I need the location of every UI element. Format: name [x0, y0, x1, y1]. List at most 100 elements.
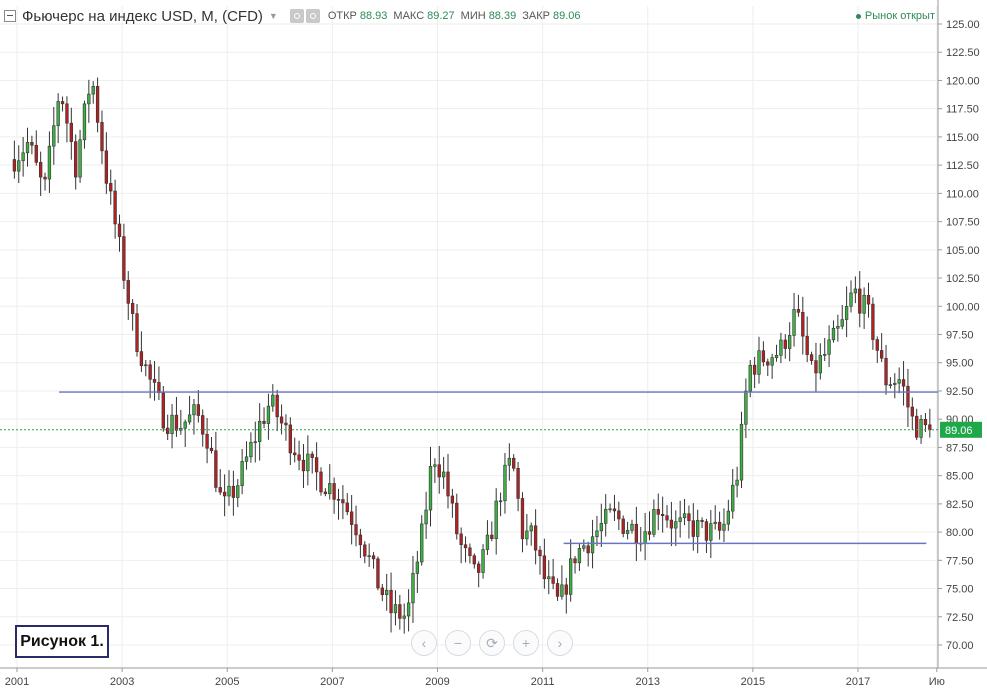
candle-body [301, 459, 306, 472]
settings-icon[interactable] [305, 9, 320, 23]
x-tick-label: 2003 [110, 676, 134, 688]
candle-body [919, 418, 923, 438]
scroll-right-button[interactable]: › [547, 630, 573, 656]
candle-body [542, 555, 547, 580]
candle-body [691, 520, 695, 537]
candle-body [928, 424, 932, 431]
candle-body [731, 484, 735, 512]
candle-body [866, 294, 871, 305]
candle-body [792, 309, 796, 336]
y-tick-label: 75.00 [946, 584, 974, 596]
low-label: МИН [460, 10, 486, 22]
y-tick-label: 82.50 [946, 499, 974, 511]
chart-header: Фьючерс на индекс USD, M, (CFD) ▼ ОТКР 8… [4, 6, 580, 26]
symbol-title[interactable]: Фьючерс на индекс USD, M, (CFD) [22, 7, 263, 25]
chevron-right-icon: › [557, 635, 563, 651]
candle-body [393, 604, 398, 614]
candle-body [555, 583, 560, 597]
candle-body [858, 288, 862, 314]
candle-body [901, 379, 906, 387]
chevron-down-icon[interactable]: ▼ [268, 11, 278, 21]
candle-body [231, 485, 236, 498]
candle-body [336, 499, 341, 501]
reset-button[interactable]: ⟳ [479, 630, 505, 656]
candle-body [341, 499, 345, 504]
candle-body [415, 561, 420, 574]
candle-body [766, 361, 770, 366]
x-tick-label: 2005 [215, 676, 239, 688]
candle-body [424, 509, 428, 525]
eye-icon[interactable] [289, 9, 304, 23]
x-tick-label: 2015 [741, 676, 765, 688]
candle-body [823, 353, 827, 356]
candle-body [814, 360, 818, 374]
close-value: 89.06 [552, 10, 581, 22]
candle-body [358, 534, 363, 546]
candle-body [717, 521, 722, 531]
candle-body [275, 394, 279, 418]
candle-body [371, 555, 376, 560]
candle-body [437, 464, 441, 478]
candle-body [538, 549, 542, 557]
last-price-value: 89.06 [945, 425, 973, 437]
candle-body [862, 294, 866, 314]
candle-body [411, 573, 415, 604]
candle-body [507, 457, 511, 466]
candle-body [647, 531, 652, 535]
y-tick-label: 72.50 [946, 612, 974, 624]
candle-body [91, 86, 95, 95]
candle-body [844, 306, 849, 320]
close-label: ЗАКР [522, 10, 550, 22]
candle-body [827, 339, 831, 355]
candle-body [735, 479, 739, 486]
candle-body [774, 355, 779, 358]
zoom-in-button[interactable]: + [513, 630, 539, 656]
candle-body [262, 420, 266, 424]
chevron-left-icon: ‹ [421, 635, 427, 651]
zoom-out-button[interactable]: − [445, 630, 471, 656]
candle-body [608, 508, 612, 511]
candle-body [161, 392, 165, 429]
x-tick-label: 2017 [846, 676, 870, 688]
candle-body [78, 139, 82, 178]
candle-body [551, 576, 555, 584]
minus-icon: − [453, 635, 463, 651]
candle-body [293, 452, 297, 456]
status-dot-icon [855, 13, 861, 19]
candle-body [253, 441, 257, 443]
candle-body [875, 339, 879, 351]
candle-body [485, 534, 490, 550]
candle-body [709, 523, 713, 541]
candle-body [271, 394, 275, 407]
candle-body [227, 485, 231, 497]
candle-body [481, 549, 485, 573]
scroll-left-button[interactable]: ‹ [411, 630, 437, 656]
candle-body [779, 339, 783, 356]
y-tick-label: 70.00 [946, 640, 974, 652]
candle-body [323, 491, 328, 495]
candle-body [516, 467, 520, 499]
x-tick-label: 2011 [531, 676, 555, 688]
candle-body [196, 404, 200, 416]
y-tick-label: 110.00 [946, 188, 979, 200]
candle-body [187, 414, 192, 423]
candle-body [696, 520, 700, 537]
candle-body [468, 547, 472, 557]
candle-body [748, 364, 752, 392]
candle-body [604, 508, 608, 524]
candle-body [398, 604, 402, 619]
y-tick-label: 100.00 [946, 301, 980, 313]
candle-body [389, 589, 393, 614]
candle-body [122, 236, 126, 281]
y-tick-label: 115.00 [946, 132, 979, 144]
candle-body [166, 427, 170, 434]
candle-body [678, 517, 682, 522]
candle-body [60, 101, 65, 105]
collapse-icon[interactable] [4, 10, 16, 22]
candle-body [205, 433, 209, 449]
candle-body [38, 162, 43, 178]
y-tick-label: 107.50 [946, 217, 980, 229]
x-tick-label: 2009 [425, 676, 449, 688]
candle-body [284, 422, 288, 426]
